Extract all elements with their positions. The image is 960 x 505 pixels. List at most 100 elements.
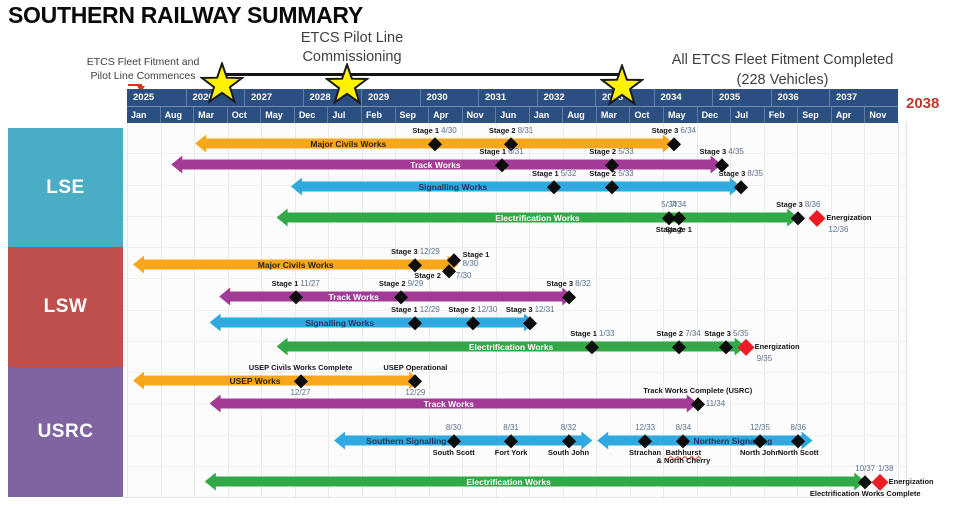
milestone-stage-label: Stage 3 xyxy=(390,246,420,256)
gantt-bar-label: Southern Signalling xyxy=(366,435,447,446)
milestone-label: Stage 1 1/33 xyxy=(570,328,614,339)
milestone-stage-label: Stage 3 xyxy=(704,328,734,338)
gridline-horizontal xyxy=(123,465,906,467)
gridline-horizontal xyxy=(123,153,906,155)
start-marker-icon xyxy=(128,84,142,86)
milestone-diamond xyxy=(791,210,805,225)
month-cell: Jul xyxy=(730,107,764,123)
milestone-date-label: 12/27 xyxy=(290,387,311,397)
milestone-label: Stage 2 5/33 xyxy=(589,168,634,179)
month-cell: Jan xyxy=(131,110,147,120)
star-icon xyxy=(200,62,244,104)
milestone-date-label: 11/27 xyxy=(300,278,320,288)
gridline-horizontal xyxy=(123,309,906,311)
gridline-horizontal xyxy=(123,340,906,342)
month-cell: Aug xyxy=(159,107,194,123)
milestone-label: Stage 1 5/32 xyxy=(532,169,576,179)
month-cell: Sep xyxy=(797,107,831,123)
milestone-date-label: 12/29 xyxy=(405,387,426,397)
gantt-bar-label: Electrification Works xyxy=(466,476,551,487)
milestone-diamond xyxy=(734,179,748,194)
milestone-stage-label: Stage 2 xyxy=(589,146,619,156)
milestone-stage-label: Stage 2 xyxy=(488,125,518,135)
milestone-label: Stage 2 8/31 xyxy=(488,125,534,136)
milestone-label: Stage 3 12/31 xyxy=(505,304,555,315)
milestone-stage-label: Stage 1 xyxy=(570,328,600,338)
gridline-horizontal xyxy=(123,278,906,280)
month-cell: Aug xyxy=(562,107,596,123)
gantt-bar: Electrification Works xyxy=(277,209,799,227)
milestone-date-label: 8/30 xyxy=(462,258,479,268)
milestone-date-label: 7/30 xyxy=(455,270,472,280)
milestone-date-label: 8/36 xyxy=(804,199,821,209)
section-label-lsw: LSW xyxy=(8,247,123,367)
milestone-diamond xyxy=(858,474,872,489)
year-cell: 2026 xyxy=(185,89,245,106)
month-cell: Sep xyxy=(394,107,429,123)
year-cell: 2025 xyxy=(133,92,155,103)
month-cell: Feb xyxy=(763,107,798,123)
milestone-label: Stage 2 9/29 xyxy=(379,278,424,289)
milestone-date-label: 6/34 xyxy=(680,125,696,135)
milestone-stage-label: Stage 3 xyxy=(505,304,535,314)
page-title: SOUTHERN RAILWAY SUMMARY xyxy=(8,2,363,28)
year-cell: 2032 xyxy=(536,89,596,106)
milestone-stage-label: Stage 3 xyxy=(699,146,729,156)
milestone-date-label: 8/34 xyxy=(675,422,692,432)
milestone-date-label: 12/31 xyxy=(534,304,555,314)
month-cell: Jun xyxy=(495,107,529,123)
milestone-date-label: 8/36 xyxy=(790,422,807,432)
milestone-date-label: 5/33 xyxy=(618,168,634,178)
milestone-date-label: 8/30 xyxy=(445,422,462,432)
milestone-diamond xyxy=(667,136,681,151)
star-icon xyxy=(600,64,644,106)
milestone-date-label: 10/37 xyxy=(855,463,876,473)
milestone-name-label: North Scott xyxy=(777,447,819,457)
milestone-name-label: Strachan xyxy=(629,447,662,457)
milestone-label: Stage 3 8/35 xyxy=(718,168,763,179)
milestone-label: Stage 1 11/27 xyxy=(272,278,320,289)
month-cell: May xyxy=(663,107,697,123)
month-cell: Oct xyxy=(226,107,261,123)
gantt-bar-label: Electrification Works xyxy=(468,341,554,352)
month-cell: Mar xyxy=(595,107,630,123)
gantt-bar-label: Signalling Works xyxy=(418,181,488,192)
milestone-stage-label: Stage 2 xyxy=(655,224,683,234)
gantt-bar-label: Major Civils Works xyxy=(257,259,334,270)
milestone-date-label: 11/34 xyxy=(705,398,726,408)
milestone-stage-label: Stage 1 xyxy=(390,304,420,314)
milestone-name-label: South Scott xyxy=(432,447,475,457)
milestone-date-label: 8/31 xyxy=(517,125,534,135)
gantt-bar: Major Civils Works xyxy=(133,256,458,274)
gantt-bar: Signalling Works xyxy=(291,178,741,196)
milestone-stage-label: Stage 2 xyxy=(414,270,441,280)
section-label-usrc: USRC xyxy=(8,367,123,497)
milestone-stage-label: Stage 2 xyxy=(589,168,619,178)
milestone-stage-label: Stage 1 xyxy=(665,224,692,234)
gantt-bar: Electrification Works xyxy=(277,338,746,356)
month-cell: Mar xyxy=(193,107,227,123)
annotation-line: Commissioning xyxy=(302,49,402,65)
milestone-stage-label: Stage 1 xyxy=(412,125,442,135)
milestone-name-label: South John xyxy=(547,447,590,457)
annotation-pilot-commissioning: ETCS Pilot Line Commissioning xyxy=(262,29,442,67)
gridline-horizontal xyxy=(123,372,906,373)
milestone-stage-label: Stage 3 xyxy=(718,168,748,178)
milestone-connector-line xyxy=(222,73,622,76)
milestone-diamond xyxy=(691,396,705,411)
milestone-date-label: 8/32 xyxy=(575,278,591,288)
milestone-date-label: 6/31 xyxy=(508,146,524,156)
milestone-name-label: & North Cherry xyxy=(656,456,711,465)
milestone-date-label: 8/32 xyxy=(560,422,577,432)
milestone-stage-label: Stage 2 xyxy=(656,328,686,338)
gantt-bar-label: Electrification Works xyxy=(495,212,580,223)
milestone-date-label: 4/35 xyxy=(728,146,744,156)
milestone-name-label: Track Works Complete (USRC) xyxy=(643,385,753,395)
milestone-date-label: 9/29 xyxy=(407,278,424,288)
energization-date-label: 9/35 xyxy=(756,353,773,363)
energization-label: Energization xyxy=(826,212,872,222)
month-cell: May xyxy=(260,107,294,123)
year-cell: 2031 xyxy=(478,89,537,106)
timeline-months-row: Jan Aug Mar Oct May Dec Jul Feb Sep Apr Nov Jun Jan A… xyxy=(127,106,898,123)
